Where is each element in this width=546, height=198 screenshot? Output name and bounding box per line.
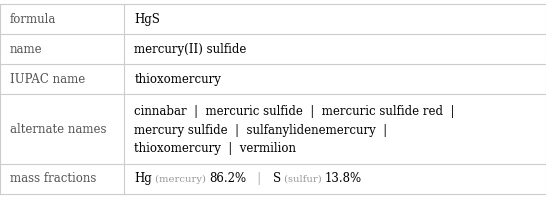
Text: S: S (272, 172, 281, 186)
Text: formula: formula (10, 12, 56, 26)
Text: alternate names: alternate names (10, 123, 106, 136)
Text: HgS: HgS (134, 12, 160, 26)
Text: thioxomercury: thioxomercury (134, 73, 221, 86)
Text: Hg: Hg (134, 172, 152, 186)
Text: IUPAC name: IUPAC name (10, 73, 85, 86)
Text: name: name (10, 43, 43, 56)
Text: (sulfur): (sulfur) (281, 174, 325, 184)
Text: 13.8%: 13.8% (325, 172, 362, 186)
Text: 86.2%: 86.2% (209, 172, 246, 186)
Text: cinnabar  |  mercuric sulfide  |  mercuric sulfide red  |
mercury sulfide  |  su: cinnabar | mercuric sulfide | mercuric s… (134, 105, 455, 155)
Text: |: | (246, 172, 272, 186)
Text: (mercury): (mercury) (152, 174, 209, 184)
Text: mass fractions: mass fractions (10, 172, 96, 186)
Text: mercury(II) sulfide: mercury(II) sulfide (134, 43, 247, 56)
